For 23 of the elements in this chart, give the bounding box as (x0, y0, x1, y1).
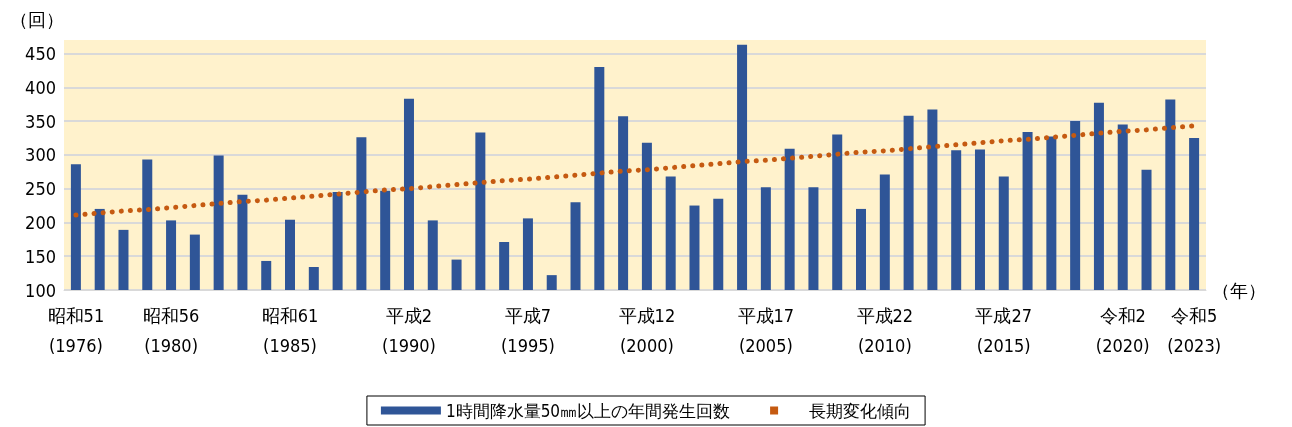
legend-label: 長期変化傾向 (809, 400, 912, 421)
y-tick-label: 100 (25, 279, 56, 301)
x-tick-label: 平成2 (1990) (382, 304, 436, 356)
legend-label: 1時間降水量50㎜以上の年間発生回数 (445, 400, 731, 421)
y-tick-label: 150 (25, 245, 56, 267)
y-tick-label: 250 (25, 178, 56, 200)
x-tick-label: 昭和61 (1985) (261, 304, 319, 356)
x-tick-label: 平成22 (2010) (856, 304, 914, 356)
x-tick-label: 平成7 (1995) (501, 304, 555, 356)
x-tick-label: 平成17 (2005) (737, 304, 795, 356)
y-tick-label: 400 (25, 76, 56, 98)
x-tick-label: 令和2 (2020) (1095, 304, 1150, 356)
x-axis-title: （年） (1212, 279, 1266, 301)
y-tick-label: 450 (25, 43, 56, 65)
x-tick-label: 昭和56 (1980) (142, 304, 200, 356)
y-tick-label: 200 (25, 211, 56, 233)
x-tick-label: 昭和51 (1976) (47, 304, 105, 356)
y-tick-label: 300 (25, 144, 56, 166)
x-tick-label: 平成27 (2015) (975, 304, 1033, 356)
y-axis-title: （回） (10, 8, 64, 30)
x-tick-label: 平成12 (2000) (618, 304, 676, 356)
y-tick-label: 350 (25, 110, 56, 132)
x-tick-label: 令和5 (2023) (1167, 304, 1222, 356)
